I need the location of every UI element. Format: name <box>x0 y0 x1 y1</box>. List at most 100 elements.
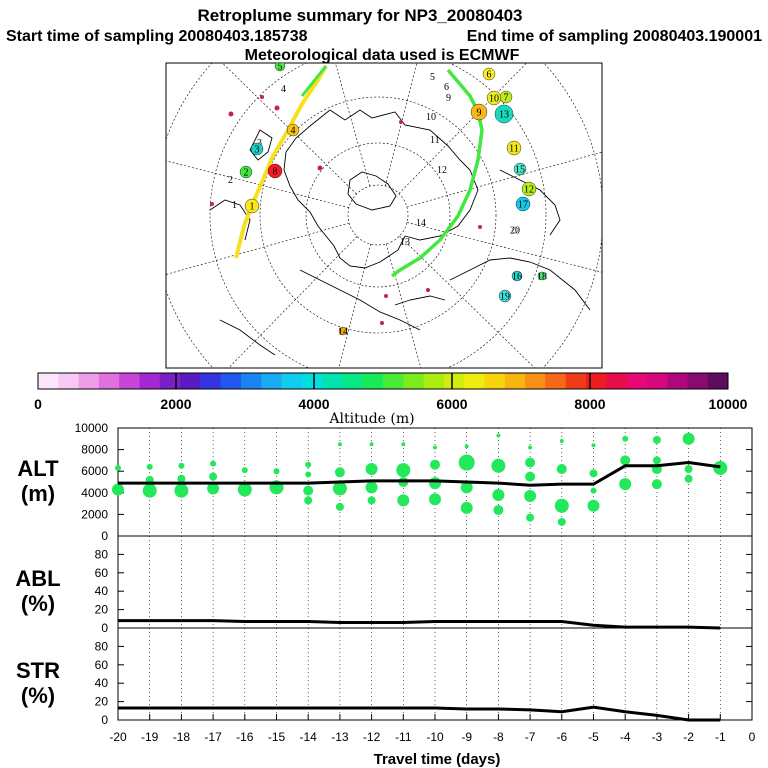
colorbar-cell <box>200 373 222 389</box>
time-series-panels: 0200040006000800010000ALT(m)020406080ABL… <box>15 421 755 768</box>
y-tick-label: 0 <box>101 529 108 543</box>
plume-marker: 11 <box>506 140 522 156</box>
scatter-point <box>115 464 121 471</box>
series-line <box>118 619 721 630</box>
scatter-point <box>589 469 598 478</box>
plume-marker-label: 1 <box>250 202 255 213</box>
scatter-point <box>652 456 661 465</box>
colorbar-cell <box>58 373 80 389</box>
y-tick-label: 20 <box>95 603 109 617</box>
green-track-label: 12 <box>437 165 447 176</box>
y-tick-label: 8000 <box>81 443 108 457</box>
yellow-track-label: 4 <box>281 84 286 95</box>
x-tick-label: 0 <box>749 730 756 744</box>
map-small-dots <box>210 95 482 325</box>
colorbar-cell <box>626 373 648 389</box>
green-track-label: 9 <box>446 93 451 104</box>
meridian-line <box>385 63 418 187</box>
meridian-line <box>406 151 602 208</box>
plume-marker-dot <box>274 63 286 72</box>
colorbar-frame <box>37 372 729 390</box>
x-tick-label: -4 <box>620 730 631 744</box>
colorbar-cell <box>98 373 120 389</box>
colorbar-cell <box>403 373 425 389</box>
scatter-point <box>174 483 189 498</box>
scatter-point <box>112 483 124 496</box>
plume-marker-label: 14 <box>338 327 348 338</box>
colorbar-cell <box>383 373 404 389</box>
plume-marker-dot <box>511 226 519 234</box>
y-tick-label: 10000 <box>75 421 109 435</box>
colorbar-tick-label: 8000 <box>574 396 605 412</box>
scatter-point <box>429 477 441 490</box>
scatter-point <box>591 443 596 448</box>
scatter-point <box>433 445 437 450</box>
start-time-text: Start time of sampling 20080403.185738 <box>6 28 308 45</box>
green-track-label: 13 <box>400 237 410 248</box>
scatter-point <box>369 442 374 447</box>
panel-unit: (%) <box>21 591 55 616</box>
yellow-plume-track <box>234 65 328 259</box>
panel-abl: 0 20 40 60 80 ABL(%) <box>15 535 753 635</box>
green-track-label: 6 <box>444 82 449 93</box>
scatter-point <box>460 481 473 494</box>
scatter-point <box>303 485 314 496</box>
plume-marker-label: 19 <box>500 292 510 303</box>
scatter-point <box>684 465 693 474</box>
meridian-line <box>338 243 371 368</box>
plume-marker-dot <box>239 165 253 179</box>
map-frame <box>165 62 603 369</box>
scatter-point <box>430 459 440 470</box>
scatter-point <box>458 454 475 471</box>
plume-marker: 8 <box>267 163 283 179</box>
plume-marker-label: 8 <box>273 167 278 178</box>
x-tick-label: -12 <box>363 730 381 744</box>
y-tick-label: 60 <box>95 658 109 672</box>
altitude-colorbar: 0 2000 4000 6000 8000 10000 Altitude (m) <box>34 372 748 427</box>
plume-marker-label: 7 <box>504 93 509 104</box>
scatter-point <box>305 471 312 478</box>
scatter-point <box>587 499 600 512</box>
plume-marker: 17 <box>515 196 531 212</box>
colorbar-tick-label: 6000 <box>436 396 467 412</box>
map-graticule <box>166 63 602 368</box>
x-tick-label: -14 <box>300 730 318 744</box>
scatter-point <box>401 442 406 447</box>
plume-marker: 19 <box>498 289 512 303</box>
scatter-point <box>682 432 695 445</box>
x-tick-label: -7 <box>525 730 536 744</box>
median-altitude-line <box>118 461 721 487</box>
scatter-point <box>367 496 376 505</box>
y-tick-label: 80 <box>95 547 109 561</box>
green-track-label: 11 <box>430 135 440 146</box>
colorbar-cell <box>362 373 384 389</box>
colorbar-cell <box>464 373 485 389</box>
plume-marker-dot <box>515 196 531 212</box>
plume-marker-dot <box>338 326 348 336</box>
scatter-point <box>241 467 248 474</box>
panel-unit: (%) <box>21 683 55 708</box>
colorbar-cell <box>281 373 303 389</box>
meridian-line <box>335 63 371 187</box>
plume-marker-label: 4 <box>291 126 296 137</box>
scatter-point <box>492 488 505 501</box>
x-tick-label: -9 <box>461 730 472 744</box>
colorbar-cell <box>220 373 242 389</box>
plume-marker-dot <box>250 142 264 156</box>
scatter-point <box>525 457 536 468</box>
scatter-point <box>178 462 185 469</box>
green-track-label: 10 <box>426 112 436 123</box>
meridian-line <box>221 63 357 195</box>
y-tick-label: 4000 <box>81 486 108 500</box>
plume-marker: 20 <box>510 226 520 237</box>
plume-marker-label: 16 <box>512 272 522 283</box>
scatter-point <box>332 481 347 496</box>
meridian-line <box>166 222 350 275</box>
x-tick-label: -2 <box>683 730 694 744</box>
y-tick-label: 20 <box>95 695 109 709</box>
colorbar-cell <box>707 373 729 389</box>
scatter-point <box>337 442 342 447</box>
meridian-line <box>385 243 422 368</box>
x-tick-label: -1 <box>715 730 726 744</box>
x-tick-label: -16 <box>236 730 254 744</box>
